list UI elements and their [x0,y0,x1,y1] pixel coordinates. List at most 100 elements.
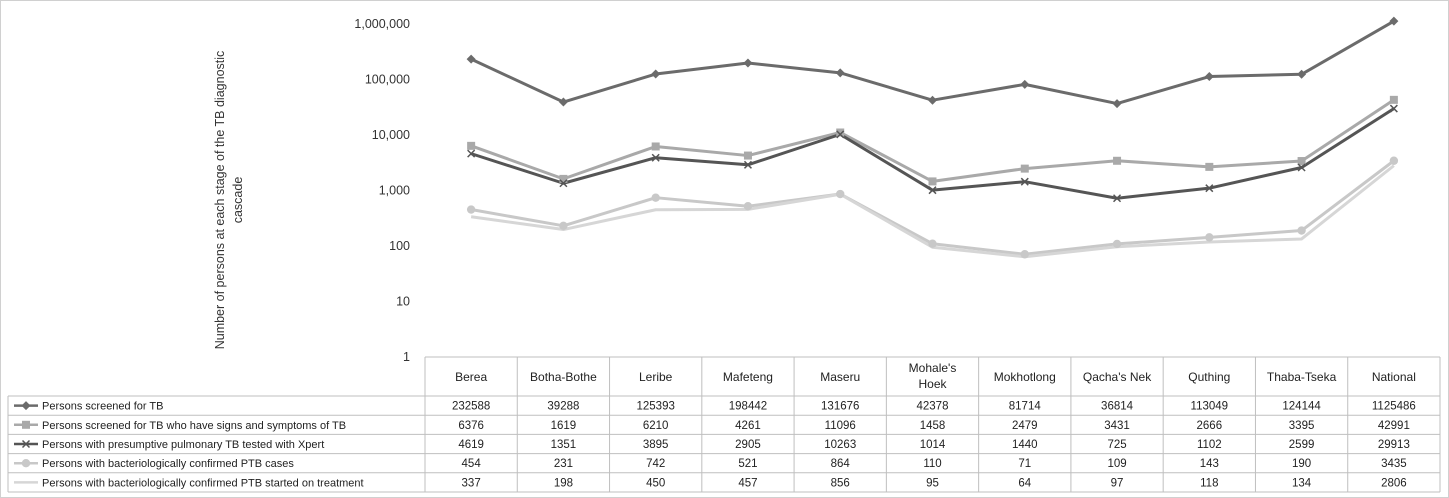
data-point [1205,162,1214,171]
data-point [651,69,661,79]
data-point [651,153,660,162]
table-cell-value: 1014 [920,439,946,451]
table-cell-value: 3895 [643,439,669,451]
data-point [22,420,30,429]
y-axis-label: Number of persons at each stage of the T… [213,51,245,350]
table-cell-value: 81714 [1009,401,1042,413]
table-cell-value: 1458 [920,420,946,432]
series-markers [466,16,1399,259]
marker-stroke [836,130,845,139]
table-cell-value: 2666 [1197,420,1223,432]
table-cell-value: 125393 [636,401,674,413]
category-label: Berea [455,370,487,384]
data-point [466,205,476,214]
table-cell-value: 95 [926,477,939,489]
y-axis-label-line2: cascade [231,177,245,224]
marker-stroke [1113,194,1122,203]
table-cell-value: 110 [923,458,941,470]
category-label: Hoek [918,377,947,391]
table-cell-value: 337 [462,477,481,489]
data-point [558,97,568,107]
table-cell-value: 42991 [1378,420,1410,432]
table-cell-value: 134 [1292,477,1312,489]
table-cell-value: 521 [738,458,757,470]
data-point [836,128,845,137]
table-cell-value: 6210 [643,420,669,432]
marker-stroke [743,160,752,169]
data-point [1020,164,1029,173]
data-table: Berea Botha-Bothe Leribe Mafeteng Maseru Moha… [7,356,1441,493]
data-point [467,149,476,158]
marker-stroke [559,179,568,188]
table-cell-value: 3395 [1289,420,1315,432]
y-tick-label: 10,000 [372,128,410,142]
table-cell-value: 742 [646,458,665,470]
legend-label: Persons screened for TB who have signs a… [42,420,346,432]
data-point [651,193,660,202]
marker-stroke [1205,184,1214,193]
table-cell-value: 71 [1018,458,1031,470]
table-cell-value: 42378 [917,401,949,413]
series-lines [470,19,1395,259]
data-point [743,151,752,160]
data-point [1112,239,1122,249]
category-label: Maseru [820,370,860,384]
table-cell-value: 29913 [1378,439,1410,451]
data-point [928,177,937,186]
data-point [743,58,753,68]
data-point [1113,194,1122,203]
data-point [1205,184,1214,193]
data-point [651,142,660,151]
table-cell-value: 36814 [1101,401,1134,413]
marker-stroke [651,153,660,162]
data-point [1389,104,1398,113]
data-point [21,459,31,468]
marker-stroke [467,149,476,158]
category-label: Thaba-Tseka [1267,370,1337,384]
table-cell-value: 4619 [458,439,484,451]
table-cell-value: 454 [462,458,482,470]
table-cell-value: 4261 [735,420,761,432]
data-point [559,174,568,183]
table-cell-value: 856 [831,477,850,489]
y-tick-label: 10 [396,295,410,309]
data-point [467,141,476,150]
table-cell-value: 1619 [551,420,577,432]
table-cell-value: 198442 [729,401,767,413]
data-point [928,239,937,248]
data-point [1205,233,1214,242]
marker-stroke [928,186,937,195]
table-cell-value: 198 [554,477,573,489]
data-point [1389,95,1398,104]
table-cell-value: 2599 [1289,439,1315,451]
y-axis-ticks: 1 10 100 1,000 10,000 100,000 1,000,000 [354,17,410,364]
data-point [21,439,31,449]
table-cell-value: 725 [1107,439,1126,451]
table-cell-value: 64 [1018,477,1031,489]
table-cell-value: 190 [1292,458,1311,470]
table-cell-value: 11096 [825,420,856,432]
table-cell-value: 231 [554,458,573,470]
data-point [1297,163,1306,172]
table-cell-value: 1125486 [1372,401,1416,413]
legend-label: Persons with presumptive pulmonary TB te… [42,439,324,451]
table-cell-value: 457 [738,477,757,489]
data-point [836,130,845,139]
data-point [1297,157,1306,166]
data-point [1389,16,1399,26]
table-cell-value: 10263 [824,439,856,451]
category-label: Qacha's Nek [1083,370,1152,384]
table-cell-value: 1102 [1197,439,1222,451]
y-tick-label: 100 [389,239,410,253]
y-axis-label-line1: Number of persons at each stage of the T… [213,51,227,350]
data-point [928,95,937,105]
table-cell-value: 124144 [1282,401,1321,413]
table-cell-value: 118 [1200,477,1218,489]
y-tick-label: 1,000 [379,184,410,198]
table-cell-value: 1351 [551,439,577,451]
series-line [470,19,1395,106]
data-point [1020,79,1030,89]
table-cell-value: 3431 [1104,420,1130,432]
category-label: Mafeteng [723,370,773,384]
data-point [743,202,753,211]
